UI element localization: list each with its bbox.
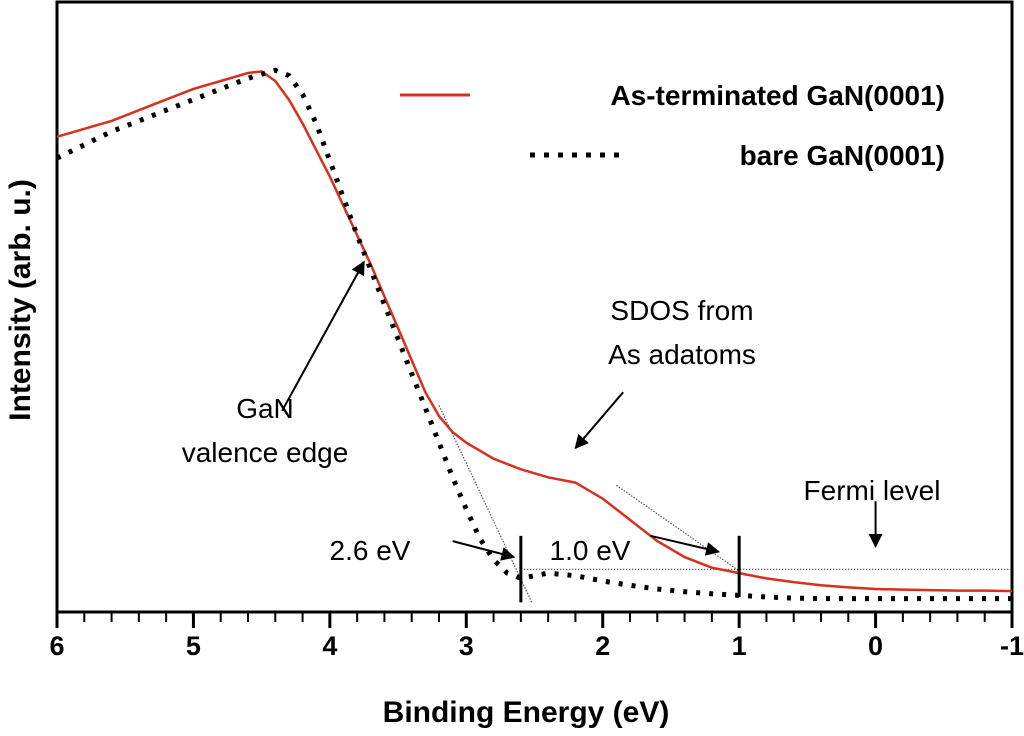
fit-lines: [438, 405, 1012, 603]
y-axis-title: Intensity (arb. u.): [4, 179, 37, 421]
x-tick-label: -1: [1000, 631, 1024, 661]
x-tick-label: 4: [322, 631, 337, 661]
x-tick-label: 2: [595, 631, 610, 661]
annotation-arrow-e10: [650, 534, 721, 556]
annotation-sdos: SDOS from As adatoms: [608, 295, 756, 370]
annotation-fermi-level: Fermi level: [804, 475, 941, 506]
series-layer: [55, 67, 1013, 602]
annotation-arrow-gan: [281, 260, 365, 412]
fit-line: [438, 405, 533, 603]
series-line-as-terminated: [56, 70, 1013, 593]
energy-markers: [519, 535, 741, 603]
legend-label-as-terminated: As-terminated GaN(0001): [610, 80, 945, 111]
plot-frame: [55, 0, 1014, 614]
x-tick-label: 0: [868, 631, 883, 661]
legend: As-terminated GaN(0001) bare GaN(0001): [400, 80, 945, 171]
x-tick-label: 6: [49, 631, 64, 661]
annotation-sdos-line1: SDOS from: [610, 295, 753, 326]
fit-line: [616, 484, 747, 577]
annotation-sdos-line2: As adatoms: [608, 339, 756, 370]
legend-label-bare: bare GaN(0001): [740, 140, 945, 171]
annotation-gan-line1: GaN: [236, 393, 294, 424]
annotation-arrows: [281, 260, 883, 561]
annotation-gan-valence-edge: GaN valence edge: [182, 393, 349, 468]
x-tick-label: 1: [732, 631, 747, 661]
series-line-bare: [55, 67, 1012, 602]
x-tick-label: 5: [186, 631, 201, 661]
annotation-arrow-e26: [452, 540, 516, 561]
annotation-1-0-ev: 1.0 eV: [550, 535, 631, 566]
x-tick-label: 3: [459, 631, 474, 661]
x-axis-ticks: [55, 612, 1014, 628]
annotation-gan-line2: valence edge: [182, 437, 349, 468]
annotation-arrow-sdos: [574, 391, 624, 450]
x-axis-title: Binding Energy (eV): [383, 696, 670, 729]
x-axis-tick-labels: 6 5 4 3 2 1 0 -1: [49, 631, 1024, 661]
annotation-2-6-ev: 2.6 eV: [330, 535, 411, 566]
